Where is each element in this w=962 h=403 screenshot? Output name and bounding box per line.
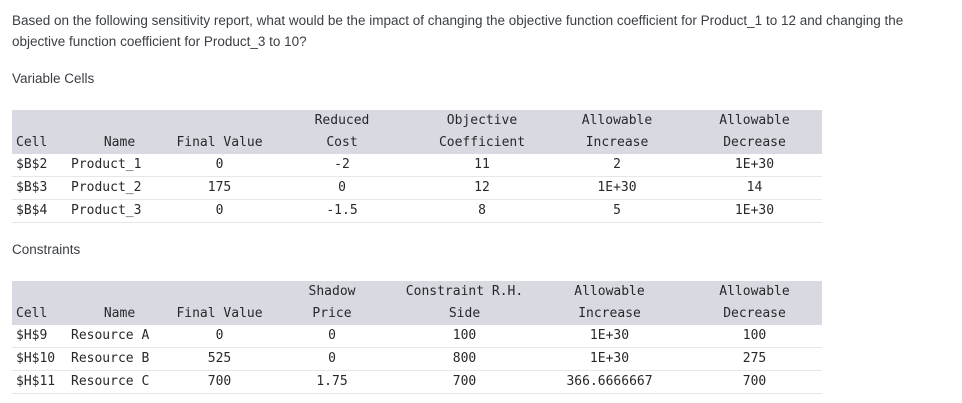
cell-ref: $H$11: [12, 370, 67, 394]
row-name: Product_1: [67, 154, 172, 177]
column-header: Name: [67, 132, 172, 154]
cell-value: 1E+30: [687, 199, 822, 223]
cell-value: -1.5: [267, 199, 417, 223]
table-header-row: Cell Name Final Value Price Side Increas…: [12, 303, 822, 325]
cell-value: 100: [687, 325, 822, 348]
cell-value: 100: [397, 325, 532, 348]
cell-value: 0: [172, 199, 267, 223]
column-header: Objective: [417, 110, 547, 132]
cell-value: 700: [172, 370, 267, 394]
cell-ref: $B$4: [12, 199, 67, 223]
cell-value: 12: [417, 176, 547, 200]
cell-value: 14: [687, 176, 822, 200]
question-text: Based on the following sensitivity repor…: [12, 13, 904, 49]
column-header: Cost: [267, 132, 417, 154]
table-row: $H$11 Resource C 700 1.75 700 366.666666…: [12, 370, 822, 394]
cell-ref: $H$10: [12, 347, 67, 371]
column-header: Final Value: [172, 132, 267, 154]
column-header: Name: [67, 303, 172, 325]
cell-ref: $B$3: [12, 176, 67, 200]
cell-value: 0: [267, 176, 417, 200]
cell-value: 275: [687, 347, 822, 371]
cell-value: 1.75: [267, 370, 397, 394]
column-header: Final Value: [172, 303, 267, 325]
column-header: Cell: [12, 132, 67, 154]
table-header-row: Cell Name Final Value Cost Coefficient I…: [12, 132, 822, 154]
cell-value: 1E+30: [532, 325, 687, 348]
table-row: $H$10 Resource B 525 0 800 1E+30 275: [12, 347, 822, 371]
column-header: Shadow: [267, 281, 397, 303]
cell-value: 1E+30: [687, 154, 822, 177]
column-header: [12, 281, 67, 303]
cell-value: 700: [397, 370, 532, 394]
row-name: Resource A: [67, 325, 172, 348]
cell-value: 700: [687, 370, 822, 394]
cell-value: -2: [267, 154, 417, 177]
cell-value: 0: [172, 325, 267, 348]
row-name: Product_2: [67, 176, 172, 200]
variable-cells-table: Reduced Objective Allowable Allowable Ce…: [12, 110, 822, 223]
cell-value: 175: [172, 176, 267, 200]
cell-value: 800: [397, 347, 532, 371]
row-name: Resource B: [67, 347, 172, 371]
section-label-constraints: Constraints: [12, 242, 81, 257]
column-header: [67, 110, 172, 132]
column-header: Coefficient: [417, 132, 547, 154]
table-header-row: Reduced Objective Allowable Allowable: [12, 110, 822, 132]
column-header: Allowable: [532, 281, 687, 303]
cell-ref: $H$9: [12, 325, 67, 348]
column-header: Decrease: [687, 132, 822, 154]
cell-value: 0: [172, 154, 267, 177]
cell-value: 1E+30: [532, 347, 687, 371]
column-header: Allowable: [687, 110, 822, 132]
cell-value: 8: [417, 199, 547, 223]
row-name: Resource C: [67, 370, 172, 394]
section-label-variable-cells: Variable Cells: [12, 71, 95, 86]
table-row: $B$4 Product_3 0 -1.5 8 5 1E+30: [12, 199, 822, 223]
table-row: $B$3 Product_2 175 0 12 1E+30 14: [12, 176, 822, 200]
cell-value: 0: [267, 325, 397, 348]
table-row: $H$9 Resource A 0 0 100 1E+30 100: [12, 325, 822, 348]
column-header: [172, 281, 267, 303]
column-header: Side: [397, 303, 532, 325]
column-header: Allowable: [687, 281, 822, 303]
cell-ref: $B$2: [12, 154, 67, 177]
column-header: [67, 281, 172, 303]
cell-value: 11: [417, 154, 547, 177]
column-header: [172, 110, 267, 132]
table-row: $B$2 Product_1 0 -2 11 2 1E+30: [12, 154, 822, 177]
table-header-row: Shadow Constraint R.H. Allowable Allowab…: [12, 281, 822, 303]
cell-value: 366.6666667: [532, 370, 687, 394]
cell-value: 1E+30: [547, 176, 687, 200]
cell-value: 2: [547, 154, 687, 177]
column-header: Constraint R.H.: [397, 281, 532, 303]
column-header: Cell: [12, 303, 67, 325]
cell-value: 0: [267, 347, 397, 371]
column-header: [12, 110, 67, 132]
column-header: Increase: [532, 303, 687, 325]
column-header: Price: [267, 303, 397, 325]
column-header: Increase: [547, 132, 687, 154]
column-header: Reduced: [267, 110, 417, 132]
column-header: Decrease: [687, 303, 822, 325]
cell-value: 525: [172, 347, 267, 371]
cell-value: 5: [547, 199, 687, 223]
constraints-table: Shadow Constraint R.H. Allowable Allowab…: [12, 281, 822, 394]
row-name: Product_3: [67, 199, 172, 223]
column-header: Allowable: [547, 110, 687, 132]
